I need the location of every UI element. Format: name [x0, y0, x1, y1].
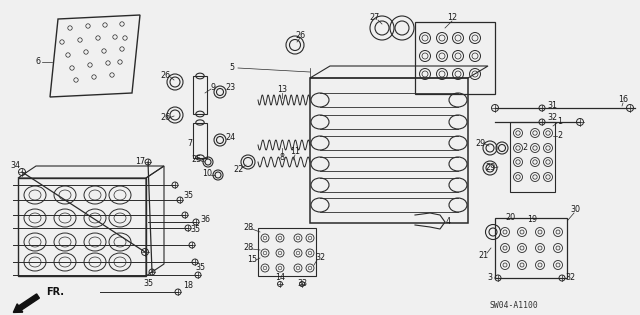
- Bar: [495, 218, 567, 278]
- Text: 20: 20: [505, 214, 515, 222]
- Text: 31: 31: [547, 100, 557, 110]
- Text: 22: 22: [233, 165, 243, 175]
- FancyArrow shape: [13, 294, 40, 312]
- Text: 29: 29: [485, 163, 495, 173]
- Text: 17: 17: [135, 158, 145, 167]
- Text: 10: 10: [202, 169, 212, 179]
- Text: 28: 28: [243, 243, 253, 253]
- Text: 27: 27: [370, 14, 380, 22]
- Text: 15: 15: [247, 255, 257, 265]
- Bar: [193, 76, 207, 114]
- Text: 26: 26: [160, 71, 170, 79]
- Text: 19: 19: [527, 215, 537, 225]
- Text: 30: 30: [570, 205, 580, 215]
- Text: 11: 11: [290, 147, 300, 157]
- Text: 6: 6: [35, 58, 40, 66]
- Text: SW04-A1100: SW04-A1100: [490, 301, 539, 310]
- Text: 18: 18: [183, 282, 193, 290]
- Text: 32: 32: [547, 113, 557, 123]
- Text: 24: 24: [225, 134, 235, 142]
- Bar: [193, 123, 207, 158]
- Bar: [415, 22, 495, 94]
- Text: 35: 35: [190, 226, 200, 234]
- Text: 7: 7: [188, 139, 193, 147]
- Text: 3: 3: [488, 273, 493, 283]
- Text: 21: 21: [478, 250, 488, 260]
- Text: 26: 26: [160, 113, 170, 123]
- Text: 14: 14: [275, 273, 285, 283]
- Text: 5: 5: [229, 64, 235, 72]
- Text: 2: 2: [522, 144, 527, 152]
- Text: 9: 9: [211, 83, 216, 93]
- Bar: [258, 228, 316, 276]
- Text: 4: 4: [445, 217, 451, 226]
- Text: FR.: FR.: [46, 287, 64, 297]
- Text: 23: 23: [225, 83, 235, 93]
- Bar: [310, 78, 468, 223]
- Text: 29: 29: [475, 139, 485, 147]
- Text: 1: 1: [557, 117, 563, 127]
- Text: 33: 33: [297, 279, 307, 289]
- Text: 35: 35: [183, 191, 193, 199]
- Text: 35: 35: [195, 264, 205, 272]
- Text: 28: 28: [243, 224, 253, 232]
- Text: 34: 34: [10, 161, 20, 169]
- Text: 16: 16: [618, 95, 628, 105]
- Text: 32: 32: [315, 254, 325, 262]
- Text: 32: 32: [565, 273, 575, 283]
- Text: 12: 12: [447, 14, 457, 22]
- Bar: [510, 122, 555, 192]
- Text: 26: 26: [295, 31, 305, 39]
- Text: 35: 35: [143, 278, 153, 288]
- Text: 2: 2: [557, 130, 563, 140]
- Text: 13: 13: [277, 85, 287, 94]
- Text: 8: 8: [280, 153, 285, 163]
- Text: 36: 36: [200, 215, 210, 225]
- Text: 25: 25: [192, 156, 202, 164]
- Bar: [18, 178, 146, 276]
